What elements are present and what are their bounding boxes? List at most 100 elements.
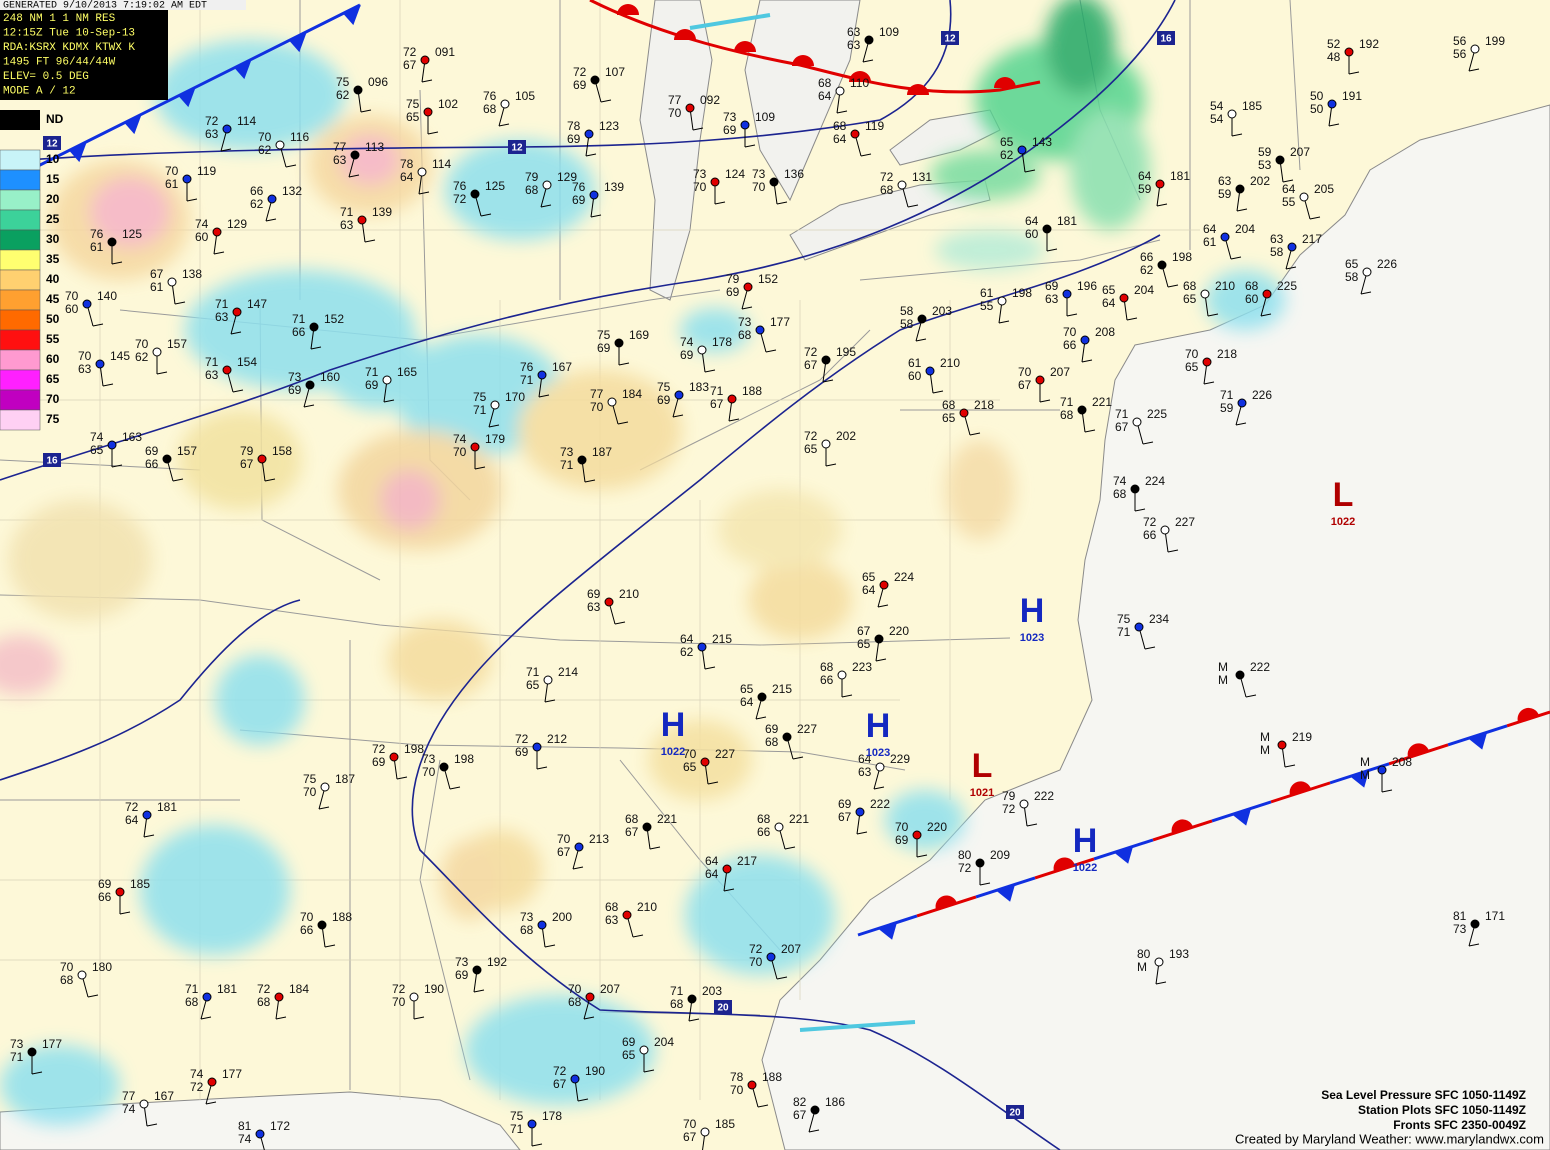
pressure: 109 (755, 110, 775, 124)
trough (689, 13, 771, 30)
pressure: 205 (1314, 182, 1334, 196)
wind-barb (480, 213, 492, 217)
dewpoint: 68 (483, 102, 497, 116)
dewpoint: 56 (1453, 47, 1467, 61)
dewpoint: 66 (292, 325, 306, 339)
warm-front-bump (617, 4, 639, 15)
sky-cover (912, 830, 922, 840)
temperature: 70 (557, 832, 571, 846)
temperature: 68 (757, 812, 771, 826)
legend-swatch (0, 309, 41, 331)
sky-cover (357, 215, 367, 225)
pressure: 131 (912, 170, 932, 184)
dewpoint: 74 (238, 1132, 252, 1146)
header-box (0, 10, 168, 100)
sky-cover (1287, 242, 1297, 252)
pressure: 143 (1032, 135, 1052, 149)
pressure: 139 (604, 180, 624, 194)
temperature: 73 (738, 315, 752, 329)
dewpoint: 71 (10, 1050, 24, 1064)
sky-cover (317, 920, 327, 930)
dewpoint: 70 (453, 445, 467, 459)
isobar-label-box (714, 1000, 732, 1014)
isobar-label-box (1006, 1105, 1024, 1119)
radar-echo (388, 620, 492, 700)
pressure: 198 (404, 742, 424, 756)
pressure: 227 (715, 747, 735, 761)
dewpoint: 73 (1453, 922, 1467, 936)
dewpoint: 67 (1115, 420, 1129, 434)
sky-cover (584, 129, 594, 139)
wind-barb (741, 306, 753, 310)
temperature: 72 (573, 65, 587, 79)
pressure: 185 (715, 1117, 735, 1131)
dewpoint: 62 (250, 197, 264, 211)
pressure: 096 (368, 75, 388, 89)
pressure: 152 (324, 312, 344, 326)
temperature: 69 (622, 1035, 636, 1049)
legend-swatch (0, 409, 41, 431)
radar-echo (215, 655, 305, 745)
pressure: 217 (1302, 232, 1322, 246)
dewpoint: 63 (215, 310, 229, 324)
pressure: 187 (592, 445, 612, 459)
header-line: RDA:KSRX KDMX KTWX K (3, 42, 135, 54)
dewpoint: 55 (980, 299, 994, 313)
sky-cover (589, 190, 599, 200)
wind-barb (614, 621, 626, 625)
pressure: 114 (432, 157, 451, 171)
dewpoint: 63 (847, 38, 861, 52)
radar-echo (0, 1045, 120, 1125)
radar-echo (1045, 0, 1115, 95)
temperature: 63 (1218, 174, 1232, 188)
wind-barb (1066, 313, 1078, 317)
pressure: 203 (932, 304, 952, 318)
wind-barb (540, 204, 552, 208)
sky-cover (490, 400, 500, 410)
center-pressure: 1022 (661, 746, 685, 758)
sky-cover (1202, 357, 1212, 367)
wind-barb (1236, 208, 1248, 212)
cold-front-barb (69, 141, 87, 163)
pressure: 202 (836, 429, 856, 443)
isobar-label: 12 (46, 139, 58, 150)
wind-barb (232, 389, 244, 393)
legend-swatch (0, 149, 41, 171)
temperature: 71 (215, 297, 229, 311)
wind-barb (932, 390, 944, 394)
temperature: 65 (1345, 257, 1359, 271)
dewpoint: 69 (572, 193, 586, 207)
temperature: 61 (980, 286, 994, 300)
pressure: 207 (1050, 365, 1070, 379)
center-pressure: 1022 (1073, 862, 1097, 874)
temperature: 75 (1117, 612, 1131, 626)
wind-barb (643, 1069, 655, 1073)
temperature: 70 (1185, 347, 1199, 361)
pressure: 165 (397, 365, 417, 379)
temperature: 67 (150, 267, 164, 281)
radar-echo (140, 825, 290, 955)
sky-cover (747, 1080, 757, 1090)
station-plots: 7763113786411470611197163139767212579681… (10, 25, 1505, 1150)
warm-front-bump (674, 29, 696, 40)
dewpoint: 63 (858, 765, 872, 779)
wind-barb (688, 1018, 700, 1022)
center-letter: L (972, 747, 993, 785)
legend-nd-swatch (0, 110, 40, 130)
dewpoint: 66 (98, 890, 112, 904)
pressure: 119 (865, 119, 884, 133)
sky-cover (537, 370, 547, 380)
dewpoint: 69 (657, 393, 671, 407)
dewpoint: 60 (1245, 292, 1259, 306)
dewpoint: 74 (122, 1102, 136, 1116)
sky-cover (821, 355, 831, 365)
wind-barb (348, 174, 360, 178)
pressure: 225 (1277, 279, 1297, 293)
dewpoint: 67 (1018, 378, 1032, 392)
dewpoint: 70 (422, 765, 436, 779)
sky-cover (115, 887, 125, 897)
temperature: 72 (392, 982, 406, 996)
wind-barb (704, 369, 716, 373)
dewpoint: 72 (453, 192, 467, 206)
temperature: 76 (572, 180, 586, 194)
